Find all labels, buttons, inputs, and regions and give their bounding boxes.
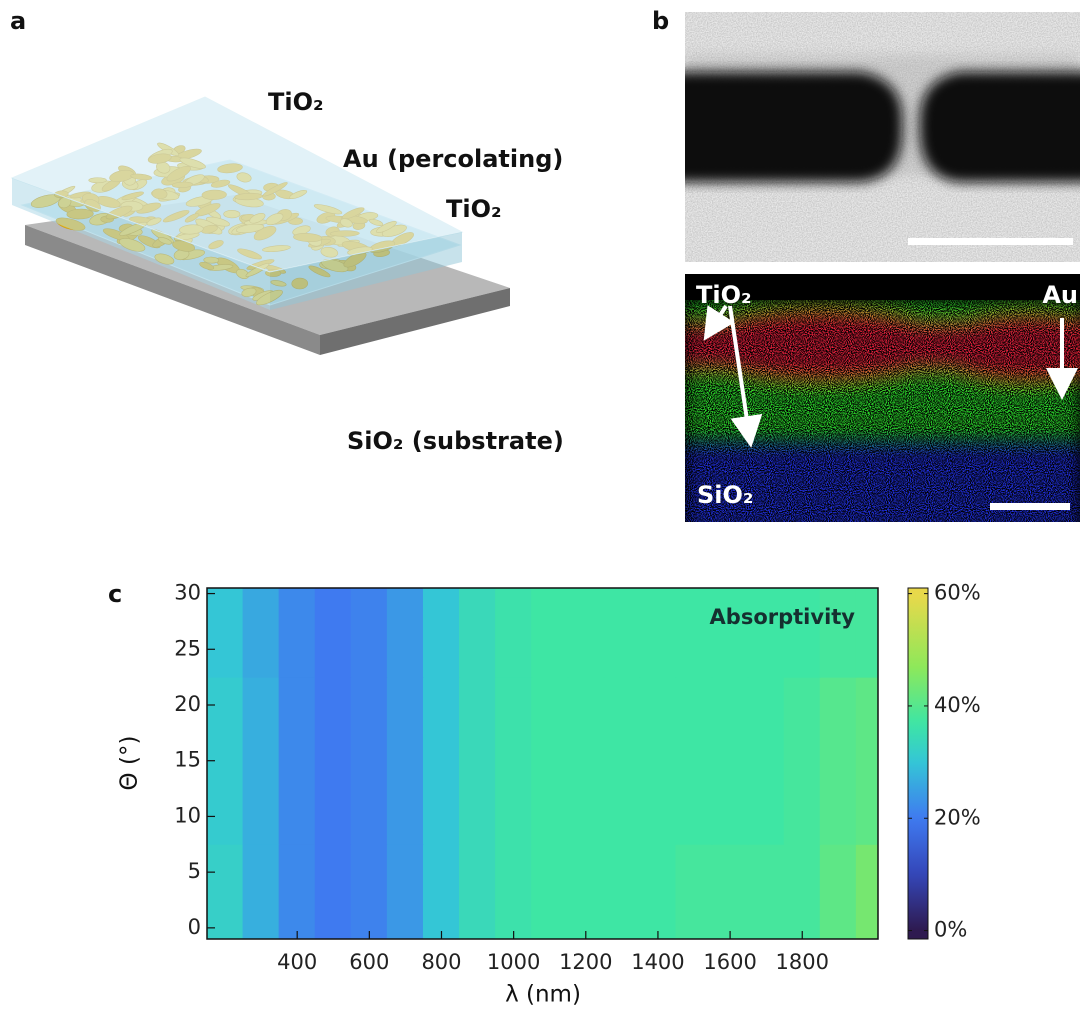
- x-tick-label: 1800: [776, 950, 829, 974]
- y-tick-label: 15: [174, 748, 201, 772]
- heat-cell: [567, 677, 604, 845]
- y-axis-label: Θ (°): [117, 736, 143, 791]
- panel-label: b: [652, 7, 669, 35]
- y-tick-label: 20: [174, 692, 201, 716]
- heat-cell: [315, 588, 352, 678]
- heat-cell: [748, 677, 785, 845]
- heat-cell: [748, 588, 785, 678]
- y-tick-label: 0: [188, 915, 201, 939]
- heat-cell: [639, 844, 676, 940]
- heat-cell: [459, 677, 496, 845]
- eds-label: TiO₂: [696, 281, 752, 309]
- heat-cell: [820, 677, 857, 845]
- x-tick-label: 400: [277, 950, 317, 974]
- heat-cell: [495, 677, 532, 845]
- heat-cell: [712, 677, 749, 845]
- tem-image: [670, 12, 1087, 262]
- heat-cell: [856, 588, 879, 678]
- heat-cell: [387, 677, 424, 845]
- heat-cell: [279, 588, 316, 678]
- heat-cell: [820, 588, 857, 678]
- heat-cell: [243, 844, 280, 940]
- heat-cell: [531, 844, 568, 940]
- heat-cell: [351, 844, 388, 940]
- heat-cell: [279, 844, 316, 940]
- layer-diagram: [12, 97, 510, 355]
- heat-cell: [748, 844, 785, 940]
- heat-cell: [712, 844, 749, 940]
- colorbar-tick-label: 60%: [934, 581, 981, 605]
- x-tick-label: 600: [349, 950, 389, 974]
- eds-label: SiO₂: [697, 481, 753, 509]
- y-tick-label: 30: [174, 581, 201, 605]
- heat-cell: [820, 844, 857, 940]
- heat-cell: [351, 588, 388, 678]
- y-tick-label: 25: [174, 636, 201, 660]
- heat-cell: [784, 677, 821, 845]
- heat-cell: [279, 677, 316, 845]
- eds-label: Au: [1042, 281, 1078, 309]
- y-tick-label: 5: [188, 859, 201, 883]
- heat-cell: [603, 677, 640, 845]
- heatmap: [207, 588, 879, 940]
- heat-cell: [243, 677, 280, 845]
- colorbar-tick-label: 20%: [934, 805, 981, 829]
- heat-cell: [459, 588, 496, 678]
- heat-cell: [315, 677, 352, 845]
- heat-cell: [243, 588, 280, 678]
- heat-cell: [712, 588, 749, 678]
- x-axis-label: λ (nm): [505, 982, 581, 1008]
- colorbar-tick-label: 0%: [934, 918, 967, 942]
- heat-cell: [315, 844, 352, 940]
- heat-cell: [459, 844, 496, 940]
- panel-label: a: [10, 7, 26, 35]
- x-tick-label: 800: [421, 950, 461, 974]
- heat-cell: [639, 588, 676, 678]
- heat-cell: [603, 844, 640, 940]
- heat-cell: [423, 588, 460, 678]
- heat-cell: [387, 588, 424, 678]
- layer-label: TiO₂: [446, 195, 502, 223]
- colorbar-tick-label: 40%: [934, 693, 981, 717]
- heat-cell: [784, 844, 821, 940]
- x-tick-label: 1600: [703, 950, 756, 974]
- heat-cell: [531, 588, 568, 678]
- heat-cell: [567, 588, 604, 678]
- y-tick-label: 10: [174, 803, 201, 827]
- x-tick-label: 1000: [487, 950, 540, 974]
- heat-cell: [495, 844, 532, 940]
- heat-cell: [856, 677, 879, 845]
- figure: a TiO₂ Au (percolating) TiO₂ SiO₂ (subst…: [0, 0, 1087, 1012]
- heat-cell: [495, 588, 532, 678]
- heat-cell: [639, 677, 676, 845]
- heat-cell: [675, 677, 712, 845]
- heat-cell: [603, 588, 640, 678]
- layer-label: TiO₂: [268, 88, 324, 116]
- heat-cell: [784, 588, 821, 678]
- heat-cell: [207, 588, 244, 678]
- heat-cell: [675, 844, 712, 940]
- annotation: Absorptivity: [710, 605, 856, 629]
- heat-cell: [531, 677, 568, 845]
- layer-label: Au (percolating): [343, 145, 563, 173]
- colorbar: [908, 588, 928, 939]
- layer-label: SiO₂ (substrate): [347, 427, 564, 455]
- heat-cell: [675, 588, 712, 678]
- heat-cell: [567, 844, 604, 940]
- heat-cell: [423, 677, 460, 845]
- heat-cell: [856, 844, 879, 940]
- x-tick-label: 1200: [559, 950, 612, 974]
- heat-cell: [207, 844, 244, 940]
- panel-label: c: [108, 580, 122, 608]
- heat-cell: [351, 677, 388, 845]
- heat-cell: [423, 844, 460, 940]
- heat-cell: [387, 844, 424, 940]
- x-tick-label: 1400: [631, 950, 684, 974]
